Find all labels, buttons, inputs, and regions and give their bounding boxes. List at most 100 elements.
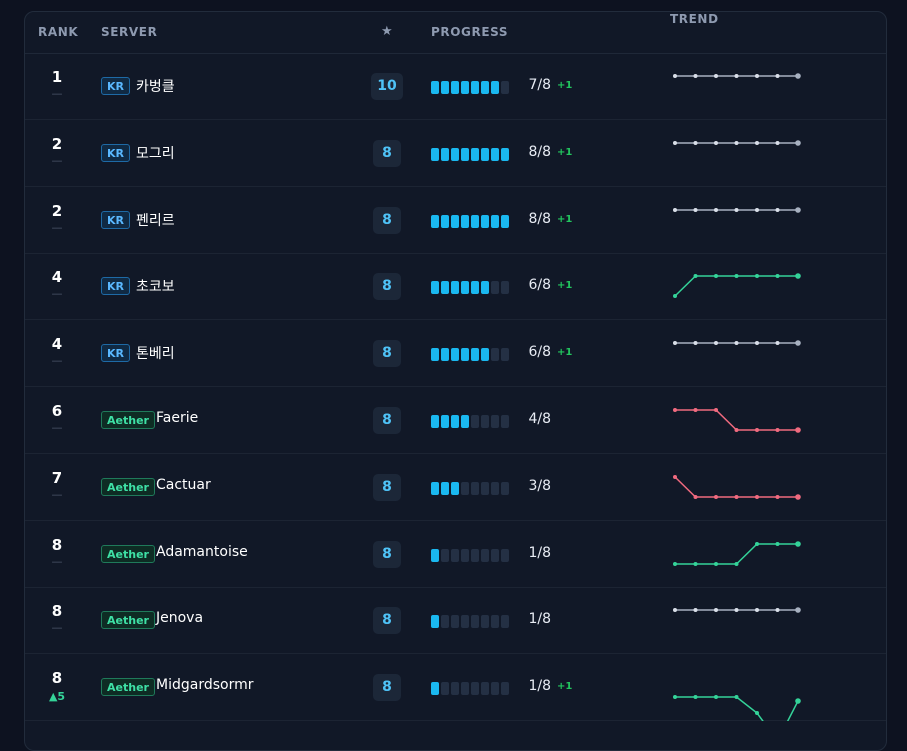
server-name[interactable]: 모그리 [136,145,175,162]
table-row[interactable]: 4— KR 톤베리 8 6/8 +1 [25,321,886,388]
trend-line [674,476,798,498]
progress-segment [431,214,439,228]
server-name[interactable]: Adamantoise [156,543,248,560]
trend-point [755,428,759,432]
rank-value: 8 [51,602,63,621]
progress-segment [441,615,449,629]
progress-count: 8/8 [528,143,551,160]
progress-segment [451,548,459,562]
trend-point [693,341,698,346]
progress-segment [491,615,499,629]
rank-value: 4 [51,335,63,354]
column-header-star-icon[interactable]: ★ [381,24,394,39]
table-row[interactable]: 7— Aether Cactuar 8 3/8 [25,455,886,521]
progress-segment [491,548,499,562]
region-badge: Aether [101,477,155,496]
progress-count: 7/8 [528,77,551,93]
column-header-trend[interactable]: TREND [670,12,719,26]
server-name[interactable]: 초코보 [136,279,175,296]
table-row[interactable]: 1— KR 카벙클 10 7/8 +1 [25,54,886,120]
progress-segment [441,481,449,495]
trend-point [795,206,801,213]
trend-point [795,139,801,146]
column-header-progress[interactable]: PROGRESS [431,25,509,39]
progress-bar [431,682,509,696]
progress-segment [501,548,509,562]
progress-count: 4/8 [528,411,551,427]
region-badge: Aether [101,411,155,429]
trend-point [755,140,759,145]
table-row[interactable]: 6— Aether Faerie 8 4/8 [25,388,886,454]
trend-point [673,608,677,613]
trend-point [755,74,759,78]
trend-point [734,341,739,346]
progress-segment [481,548,489,562]
progress-segment [501,415,509,428]
progress-delta: +1 [557,213,573,225]
column-header-server[interactable]: SERVER [101,25,158,39]
trend-point [693,140,698,145]
rank-value: 4 [51,268,63,287]
trend-point [673,294,677,299]
rank-value: 8 [51,535,63,554]
trend-point [795,427,801,433]
trend-point [673,74,677,78]
star-count-badge: 8 [373,674,401,702]
table-row[interactable]: 2— KR 펜리르 8 8/8 +1 [25,188,886,254]
progress-segment [451,348,459,362]
trend-sparkline [673,408,801,433]
server-name[interactable]: Midgardsormr [156,677,254,694]
progress-segment [491,81,499,94]
progress-segment [451,615,459,629]
rank-change: — [51,220,63,234]
trend-point [693,494,698,499]
progress-segment [501,147,509,161]
table-row[interactable]: 8— Aether Jenova 8 1/8 [25,588,886,655]
trend-point [673,408,677,412]
trend-sparkline [673,540,801,566]
trend-point [734,274,739,279]
server-name[interactable]: Jenova [156,610,204,627]
progress-segment [481,348,489,362]
table-row[interactable]: 2— KR 모그리 8 8/8 +1 [25,121,886,187]
server-name[interactable]: 펜리르 [136,212,175,229]
progress-count: 1/8 [528,611,551,628]
trend-point [714,695,718,700]
table-row[interactable]: 8 ▲5 Aether Midgardsormr 8 1/8 +1 [25,655,886,722]
rank-change: — [51,421,63,434]
trend-point [775,541,780,546]
trend-point [755,711,759,716]
server-name[interactable]: Cactuar [156,476,211,493]
trend-point [693,274,698,279]
rank-change: — [51,487,63,501]
server-name[interactable]: 카벙클 [136,79,175,95]
star-count-badge: 8 [373,340,401,368]
server-name[interactable]: Faerie [156,410,199,426]
trend-sparkline [673,139,801,146]
trend-point [795,273,801,280]
progress-segment [491,147,499,161]
table-row[interactable]: 4— KR 초코보 8 6/8 +1 [25,254,886,321]
progress-segment [461,415,469,428]
progress-segment [441,548,449,562]
progress-segment [481,415,489,428]
star-count-badge: 8 [373,407,401,434]
trend-point [755,341,759,346]
progress-segment [441,147,449,161]
progress-segment [491,348,499,362]
table-row[interactable]: 8— Aether Adamantoise 8 1/8 [25,522,886,588]
progress-segment [501,481,509,495]
progress-segment [481,81,489,94]
server-name[interactable]: 톤베리 [136,346,175,363]
progress-segment [471,615,479,629]
trend-point [775,608,780,613]
trend-sparkline [673,695,801,722]
progress-segment [491,415,499,428]
progress-segment [501,615,509,629]
column-header-rank[interactable]: RANK [38,25,79,39]
progress-bar [431,481,509,495]
progress-segment [451,81,459,94]
progress-segment [501,348,509,362]
trend-point [775,428,780,432]
star-count-badge: 8 [373,540,401,568]
